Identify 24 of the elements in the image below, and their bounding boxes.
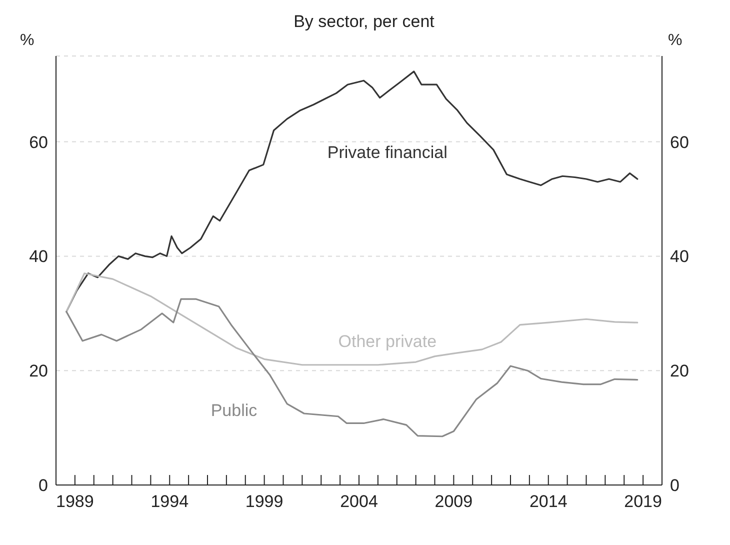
y-tick-label: 60 — [29, 132, 48, 152]
y2-axis-title: % — [668, 32, 682, 50]
y2-tick-label: 20 — [670, 362, 689, 381]
x-tick-label: 1994 — [150, 492, 189, 512]
series-label: Public — [210, 400, 258, 421]
series-label: Private financial — [326, 143, 448, 164]
line-series — [66, 272, 638, 366]
x-tick-label: 2004 — [340, 492, 378, 512]
y-tick-label: 0 — [38, 476, 48, 496]
x-tick-label: 1989 — [56, 492, 94, 512]
y2-tick-label: 40 — [670, 247, 689, 266]
x-tick-label: 2019 — [624, 492, 662, 512]
y2-tick-label: 60 — [670, 132, 689, 152]
series-label: Other private — [337, 332, 438, 352]
x-tick-label: 2009 — [434, 492, 473, 512]
y2-tick-label: 0 — [670, 476, 680, 496]
line-series — [66, 298, 638, 438]
y-tick-label: 20 — [29, 362, 48, 381]
y-tick-label: 40 — [29, 247, 48, 266]
x-tick-label: 1999 — [245, 492, 284, 512]
x-tick-label: 2014 — [529, 492, 568, 512]
y-axis-title: % — [20, 32, 34, 50]
chart-title: By sector, per cent — [292, 12, 436, 32]
line-series — [66, 70, 638, 312]
